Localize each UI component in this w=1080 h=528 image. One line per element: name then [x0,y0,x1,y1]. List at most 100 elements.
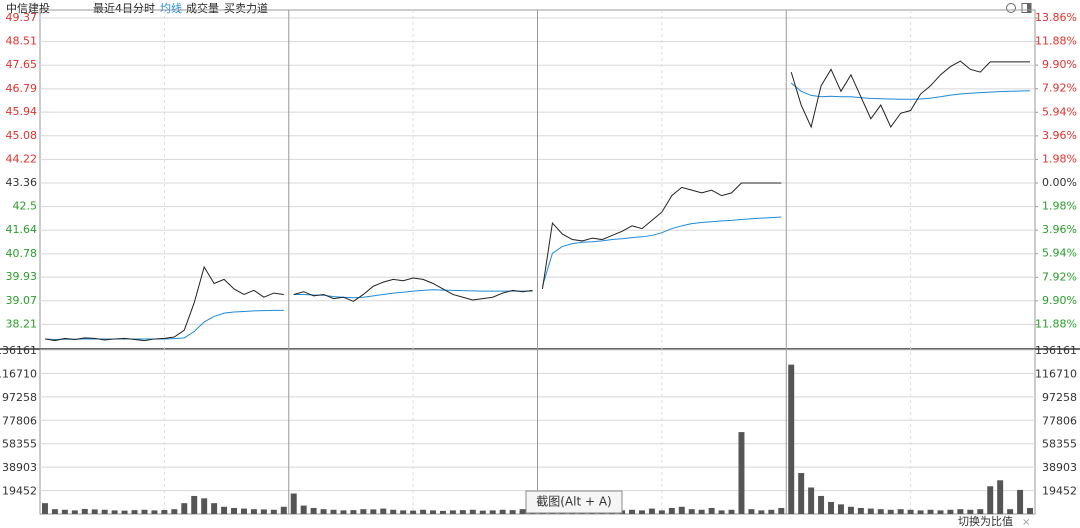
y-tick-label: 46.79 [6,82,38,95]
volume-bar [469,509,476,514]
volume-bar [250,509,257,514]
y-tick-label: 45.08 [6,129,38,142]
y2-tick-label: 3.96% [1042,223,1077,236]
volume-bar [51,509,58,514]
volume-bar [310,507,317,514]
volume-tick-label-right: 136161 [1035,344,1077,357]
y-tick-label: 40.78 [6,247,38,260]
volume-bar [648,508,655,514]
volume-bar [121,510,128,514]
volume-bar [818,495,825,514]
volume-bar [708,507,715,514]
y-tick-label: 41.64 [6,223,38,236]
price-line [44,265,284,342]
volume-tick-label: 38903 [2,461,37,474]
volume-bar [857,507,864,514]
tooltip-box [525,490,623,514]
volume-bar [678,506,685,514]
volume-bar [867,508,874,514]
volume-bar [1007,509,1014,514]
volume-bar [449,510,456,514]
volume-tick-label-right: 38903 [1042,461,1077,474]
y2-tick-label: 11.88% [1035,35,1077,48]
volume-bar [668,507,675,514]
volume-bar [380,508,387,514]
volume-toggle[interactable]: 成交量 [186,1,219,15]
y2-tick-label: 7.92% [1042,82,1077,95]
settings-icon[interactable] [1006,3,1016,13]
y-tick-label: 42.5 [13,200,38,213]
y-tick-label: 39.93 [6,270,38,283]
volume-tick-label: 136161 [0,344,37,357]
volume-bar [300,505,307,514]
volume-bar [509,510,516,514]
volume-bar [390,509,397,514]
volume-bar [897,509,904,514]
volume-bar [489,510,496,514]
volume-bar [519,509,526,514]
volume-bar [231,507,238,514]
volume-bar [638,510,645,514]
force-toggle[interactable]: 买卖力道 [224,1,268,15]
volume-bar [798,473,805,514]
y2-tick-label: 7.92% [1042,270,1077,283]
y-tick-label: 47.65 [6,58,38,71]
volume-bar [937,510,944,514]
volume-bar [221,506,228,514]
volume-bar [91,509,98,514]
volume-bar [330,509,337,514]
volume-bar [111,510,118,514]
switch-ratio[interactable]: 切换为比值 [958,514,1013,528]
y-tick-label: 39.07 [6,294,38,307]
volume-bar [61,509,68,514]
volume-bar [191,495,198,514]
volume-tick-label-right: 116710 [1035,367,1077,380]
avg-line [293,289,533,299]
volume-bar [420,509,427,514]
volume-bar [1017,489,1024,514]
volume-bar [947,509,954,514]
volume-bar [907,509,914,514]
volume-bar [847,506,854,514]
y2-tick-label: 5.94% [1042,247,1077,260]
volume-bar [141,509,148,514]
volume-tick-label-right: 19452 [1042,485,1077,498]
avg-line [44,309,284,340]
price-line [790,60,1031,129]
avg-line [541,216,782,287]
volume-bar [658,510,665,514]
volume-bar [1027,507,1034,514]
volume-bar [887,509,894,514]
volume-bar [181,503,188,514]
volume-bar [350,510,357,514]
volume-bar [977,509,984,514]
volume-bar [320,509,327,514]
volume-bar [400,510,407,514]
avg-toggle[interactable]: 均线 [160,1,182,15]
volume-bar [211,503,218,514]
volume-tick-label: 77806 [2,414,37,427]
y-tick-label: 49.37 [6,11,38,24]
volume-bar [201,498,208,514]
y2-tick-label: 9.90% [1042,58,1077,71]
volume-bar [758,510,765,514]
volume-bar [499,509,506,514]
volume-bar [997,480,1004,514]
y2-tick-label: 0.00% [1042,176,1077,189]
volume-bar [828,501,835,514]
volume-bar [917,510,924,514]
y2-tick-label: 9.90% [1042,294,1077,307]
volume-bar [290,493,297,514]
volume-bar [778,507,785,514]
volume-tick-label-right: 77806 [1042,414,1077,427]
y2-tick-label: 1.98% [1042,200,1077,213]
volume-bar [738,432,745,514]
volume-tick-label-right: 97258 [1042,391,1077,404]
volume-bar [728,509,735,514]
volume-bar [788,364,795,514]
volume-bar [360,509,367,514]
close-icon[interactable]: × [1022,517,1030,528]
volume-tick-label-right: 58355 [1042,438,1077,451]
volume-bar [41,503,48,514]
